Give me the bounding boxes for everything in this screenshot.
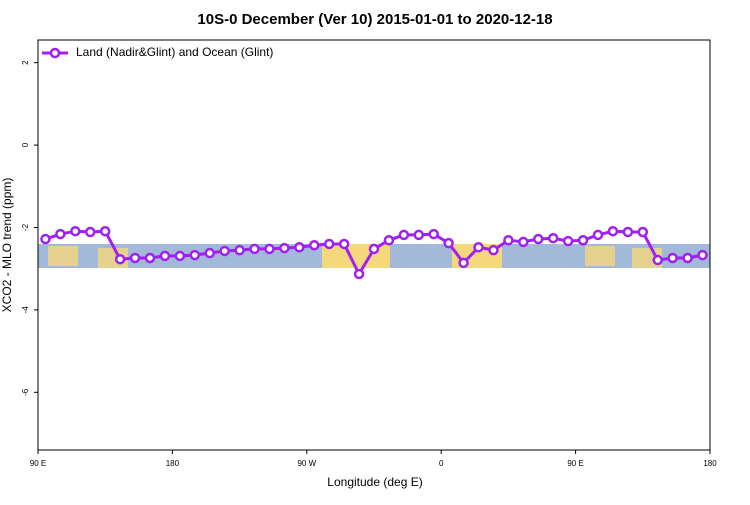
x-tick-label: 90 W [297,459,316,468]
data-point [697,249,708,261]
data-point [294,242,305,253]
data-point [144,252,156,264]
data-point [443,237,454,249]
data-point [323,238,335,250]
data-point [129,252,141,264]
data-point [99,225,111,237]
data-point [562,235,574,247]
data-point [159,250,171,262]
x-tick-label: 0 [439,459,444,468]
y-tick-label: -4 [21,306,30,314]
data-point [682,252,693,264]
legend-label: Land (Nadir&Glint) and Ocean (Glint) [76,45,273,59]
data-point [667,252,678,264]
data-point [85,226,96,238]
data-point [353,268,365,280]
data-point [652,254,663,266]
data-point [279,242,290,254]
data-point [234,244,245,256]
y-tick-label: -2 [21,223,30,231]
data-point [383,235,395,246]
data-point [40,233,51,245]
data-point [174,250,186,262]
plot-frame [37,39,711,451]
data-point [338,238,350,250]
y-tick-label: -6 [21,388,30,396]
data-point [622,226,634,238]
data-point [189,249,201,261]
data-point [503,235,514,246]
data-point [473,242,484,253]
data-point [518,236,529,248]
data-point [547,232,559,244]
data-point [204,247,215,259]
data-point [309,239,320,251]
data-point [637,226,649,238]
data-point [607,225,619,237]
y-tick-label: 0 [21,142,30,147]
data-point [488,244,499,256]
data-point [219,245,230,257]
data-point [577,235,589,246]
x-tick-label: 180 [166,459,180,468]
data-point [458,257,469,269]
data-point [592,229,604,241]
data-point [114,253,126,265]
data-point [70,225,81,237]
data-point [368,243,380,255]
legend-marker [49,47,61,59]
x-axis-label: Longitude (deg E) [327,475,422,489]
x-tick-label: 180 [703,459,717,468]
data-point [413,229,425,241]
chart-title: 10S-0 December (Ver 10) 2015-01-01 to 20… [197,11,552,28]
y-axis-label: XCO2 - MLO trend (ppm) [0,178,14,313]
data-point [428,228,439,240]
data-point [398,229,410,241]
data-point [264,243,275,255]
x-tick-label: 90 E [567,459,583,468]
x-tick-label: 90 E [30,459,46,468]
data-point [249,243,260,255]
data-point [55,228,66,240]
y-tick-label: 2 [21,60,30,65]
data-point [533,233,544,245]
